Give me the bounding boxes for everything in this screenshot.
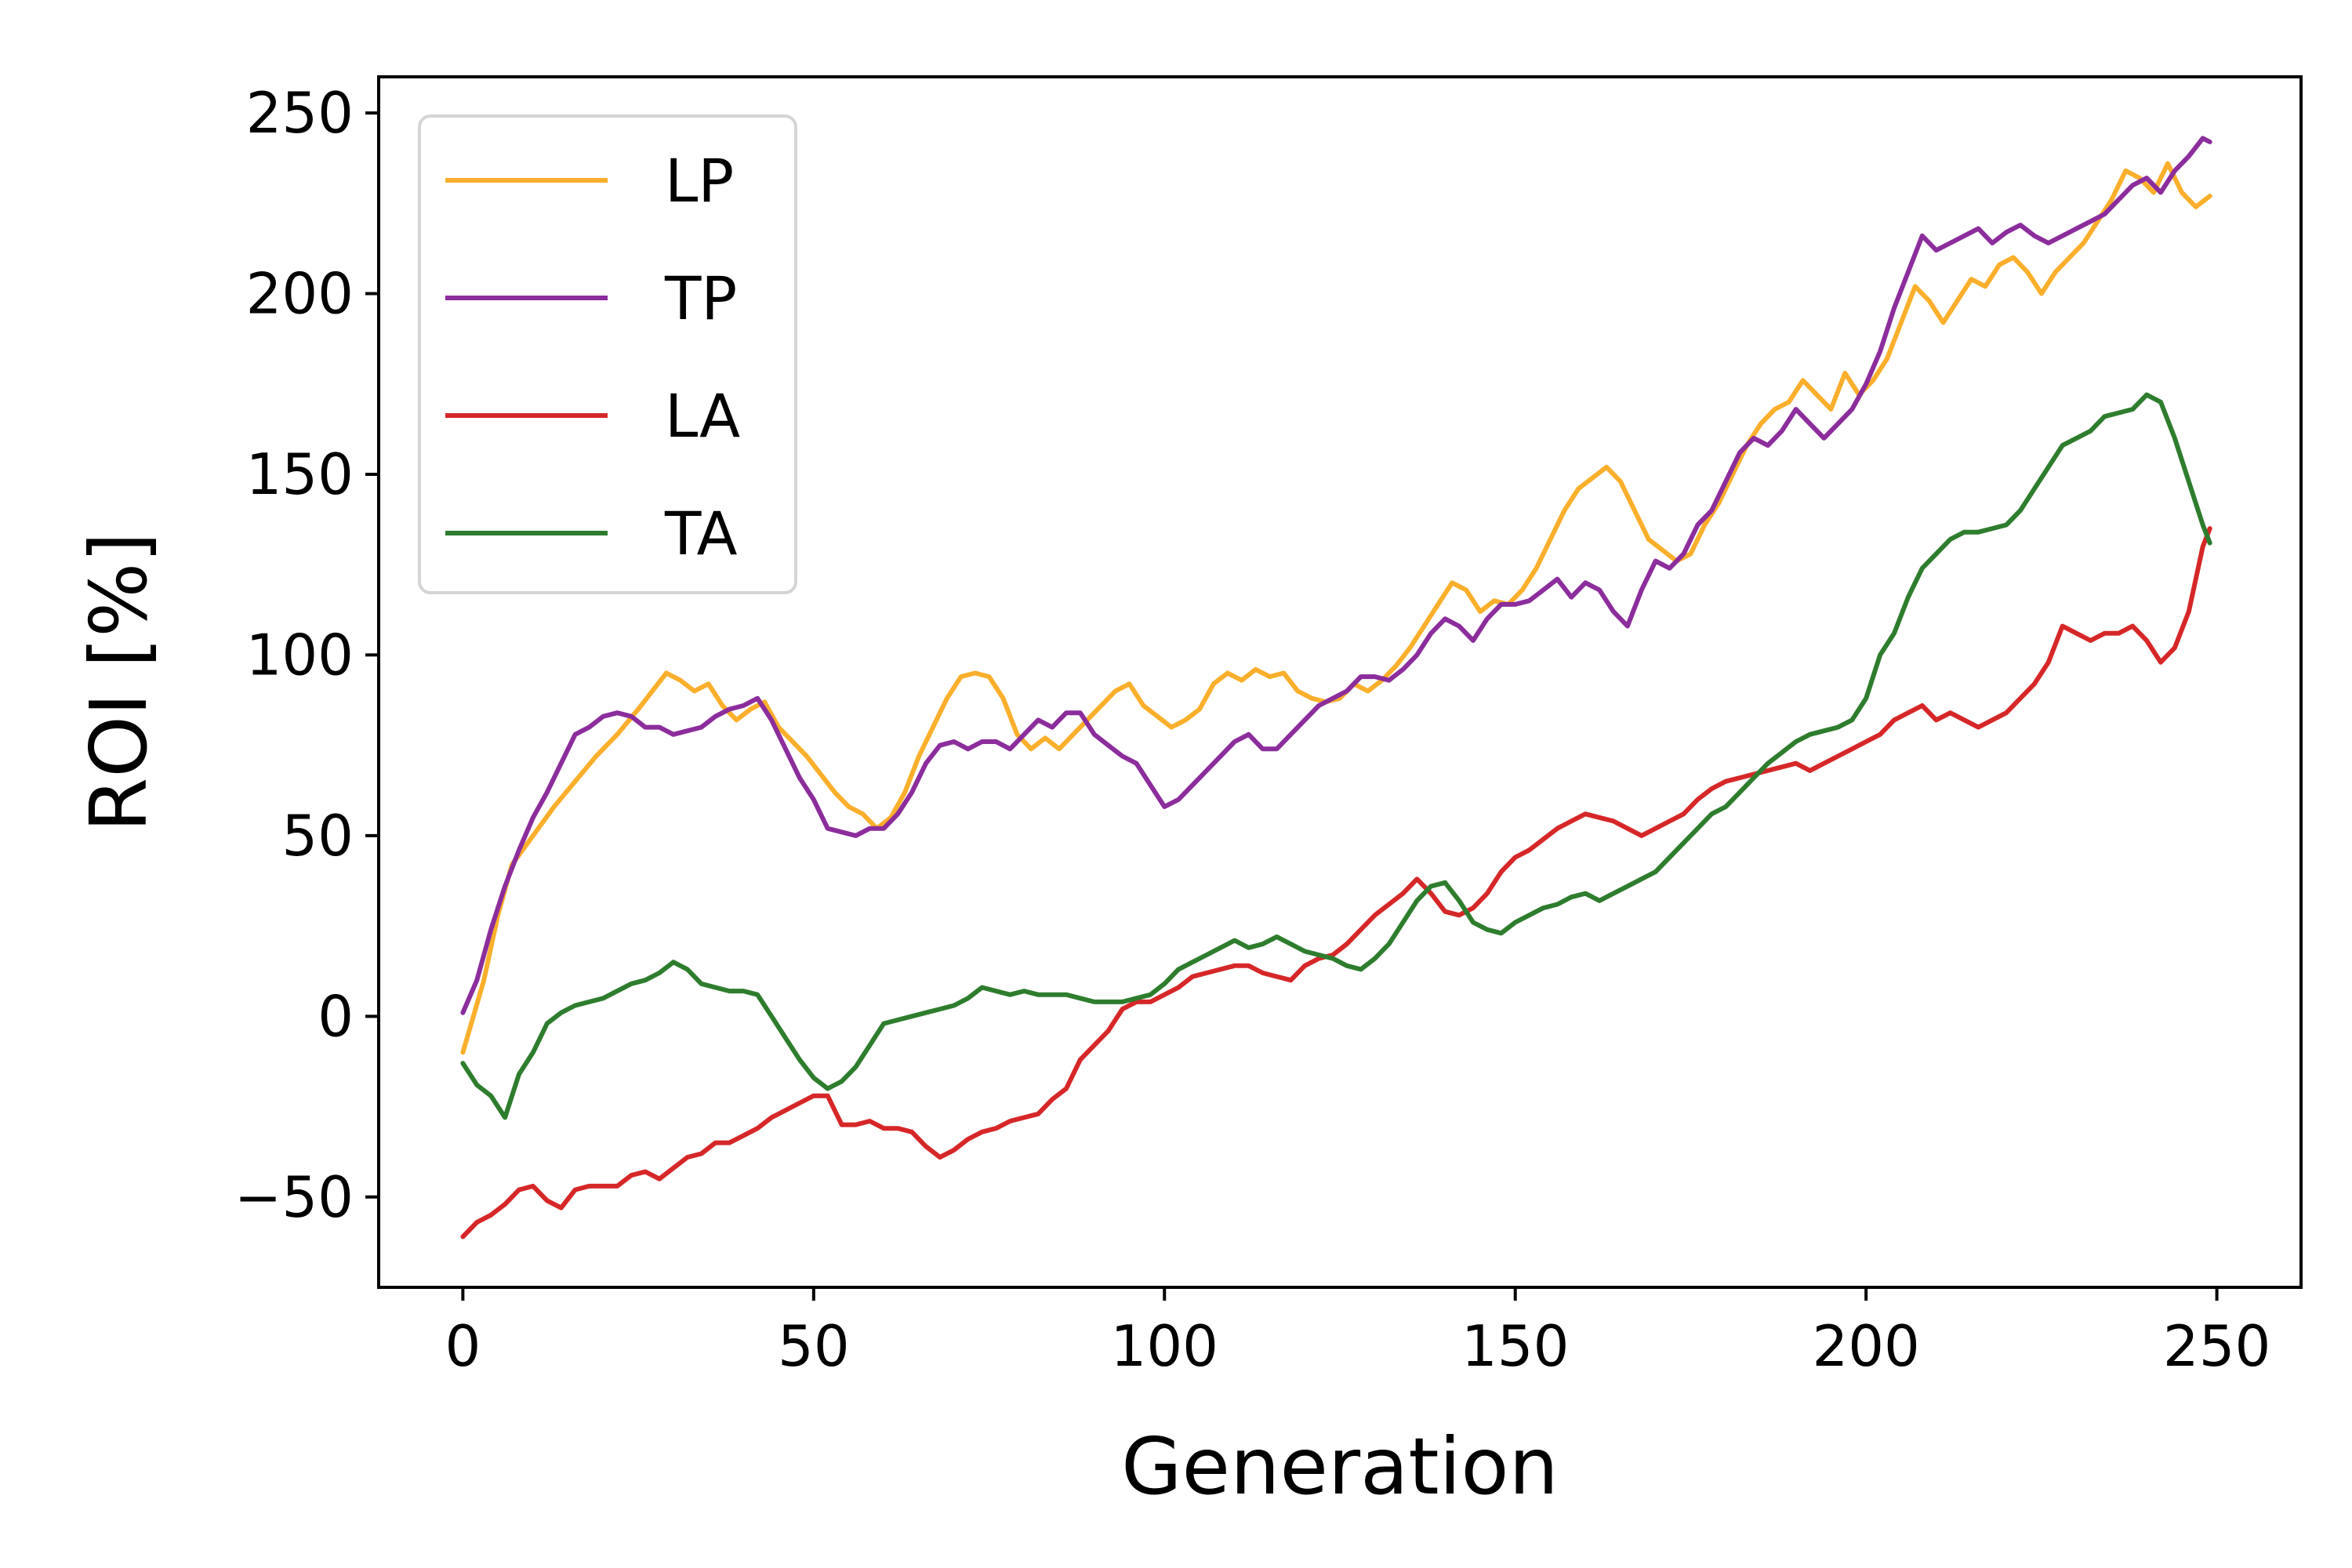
y-tick-label: 150 xyxy=(246,441,354,507)
x-tick-label: 150 xyxy=(1461,1313,1569,1379)
y-tick-label: 0 xyxy=(318,983,354,1049)
series-line-tp xyxy=(460,136,2212,1015)
plot-frame xyxy=(377,75,2303,1289)
y-tick-label: 50 xyxy=(281,803,354,869)
x-tick-label: 100 xyxy=(1111,1313,1218,1379)
x-axis-title: Generation xyxy=(1121,1421,1559,1512)
legend-label-lp: LP xyxy=(665,146,734,216)
legend-label-ta: TA xyxy=(664,499,738,568)
series-line-ta xyxy=(460,392,2212,1120)
x-tick-label: 250 xyxy=(2163,1313,2270,1379)
y-tick-label: −50 xyxy=(234,1164,354,1230)
legend-label-tp: TP xyxy=(664,263,737,333)
y-tick-label: 200 xyxy=(246,261,354,327)
x-axis: 0 50 100 150 200 250 xyxy=(445,1287,2270,1379)
y-axis: −50 0 50 100 150 200 250 xyxy=(234,80,379,1230)
legend: LP TP LA TA xyxy=(418,114,797,594)
series-line-lp xyxy=(460,161,2212,1055)
y-axis-title: ROI [%] xyxy=(73,532,165,833)
series-line-la xyxy=(460,526,2212,1240)
legend-box xyxy=(418,114,797,594)
x-tick-label: 50 xyxy=(778,1313,850,1379)
plot-lines xyxy=(460,136,2212,1240)
legend-label-la: LA xyxy=(665,381,740,451)
y-tick-label: 250 xyxy=(246,80,354,146)
x-tick-label: 200 xyxy=(1812,1313,1919,1379)
y-tick-label: 100 xyxy=(246,622,354,688)
x-tick-label: 0 xyxy=(445,1313,481,1379)
